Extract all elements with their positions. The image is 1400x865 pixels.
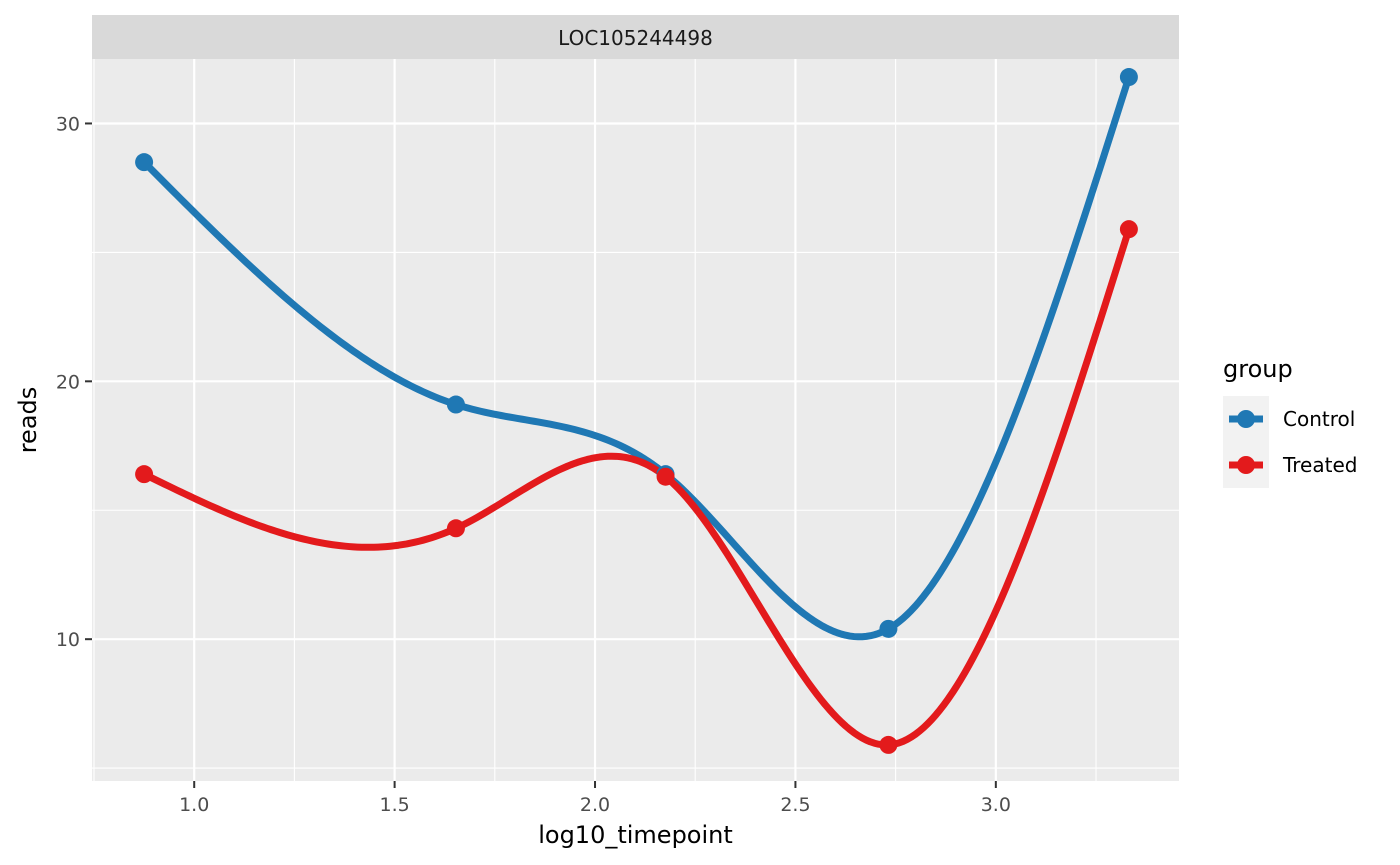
y-axis-title: reads	[14, 387, 42, 454]
legend-key-point-treated	[1237, 456, 1255, 474]
y-tick-label: 30	[56, 113, 80, 135]
x-tick-label: 1.5	[380, 794, 410, 816]
plot-panel	[92, 59, 1179, 781]
data-point-treated	[1119, 220, 1138, 239]
x-tick-label: 2.5	[780, 794, 810, 816]
data-point-treated	[879, 735, 898, 754]
legend-label-control: Control	[1283, 407, 1355, 431]
series-points	[135, 68, 1138, 754]
data-point-treated	[656, 467, 675, 486]
y-axis: 10 20 30	[56, 113, 92, 651]
series-line-treated	[140, 225, 1133, 749]
legend-label-treated: Treated	[1282, 453, 1357, 477]
legend-key-point-control	[1237, 410, 1255, 428]
data-point-control	[879, 619, 898, 638]
legend-title: group	[1223, 355, 1293, 383]
x-axis: 1.0 1.5 2.0 2.5 3.0	[179, 781, 1011, 816]
y-tick-label: 20	[56, 371, 80, 393]
y-tick-label: 10	[56, 629, 80, 651]
data-point-control	[135, 153, 154, 172]
series-line-control	[140, 73, 1133, 641]
data-point-control	[1119, 68, 1138, 87]
x-tick-label: 3.0	[981, 794, 1011, 816]
x-tick-label: 2.0	[580, 794, 610, 816]
facet-strip	[92, 15, 1179, 59]
legend-keys	[1229, 410, 1263, 474]
series-lines	[140, 73, 1133, 749]
x-tick-label: 1.0	[179, 794, 209, 816]
legend: group Control Treated	[1223, 355, 1357, 488]
data-point-control	[446, 395, 465, 414]
x-axis-title: log10_timepoint	[538, 821, 733, 849]
grid-major	[92, 59, 1179, 781]
data-point-treated	[135, 465, 154, 484]
facet-label: LOC105244498	[558, 26, 713, 50]
data-point-treated	[446, 519, 465, 538]
